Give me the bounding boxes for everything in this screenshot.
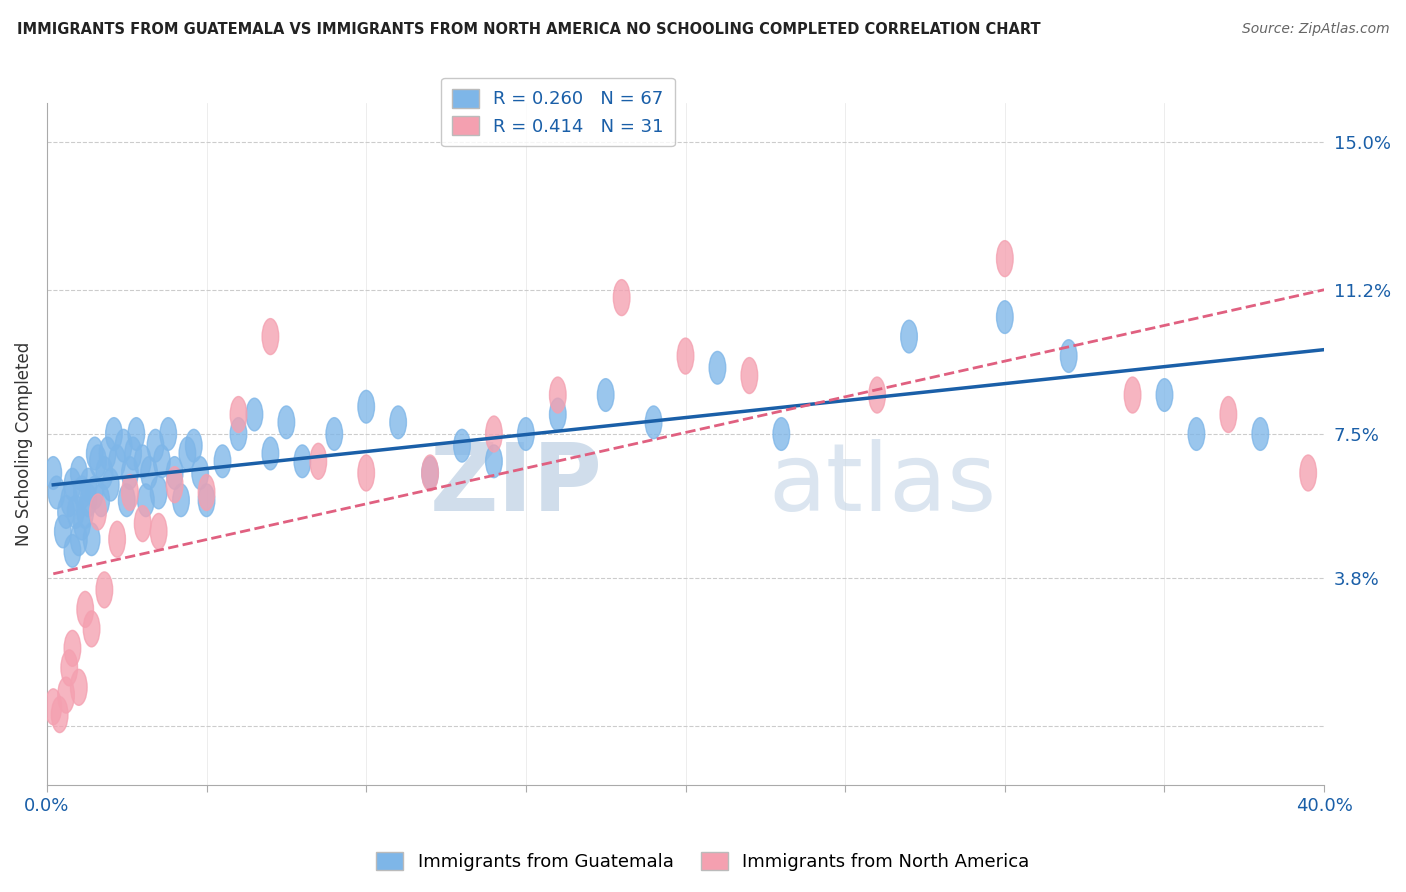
Legend: R = 0.260   N = 67, R = 0.414   N = 31: R = 0.260 N = 67, R = 0.414 N = 31	[441, 78, 675, 146]
Text: Source: ZipAtlas.com: Source: ZipAtlas.com	[1241, 22, 1389, 37]
Y-axis label: No Schooling Completed: No Schooling Completed	[15, 342, 32, 546]
Text: ZIP: ZIP	[430, 439, 603, 531]
Text: atlas: atlas	[769, 439, 997, 531]
Text: IMMIGRANTS FROM GUATEMALA VS IMMIGRANTS FROM NORTH AMERICA NO SCHOOLING COMPLETE: IMMIGRANTS FROM GUATEMALA VS IMMIGRANTS …	[17, 22, 1040, 37]
Legend: Immigrants from Guatemala, Immigrants from North America: Immigrants from Guatemala, Immigrants fr…	[370, 845, 1036, 879]
